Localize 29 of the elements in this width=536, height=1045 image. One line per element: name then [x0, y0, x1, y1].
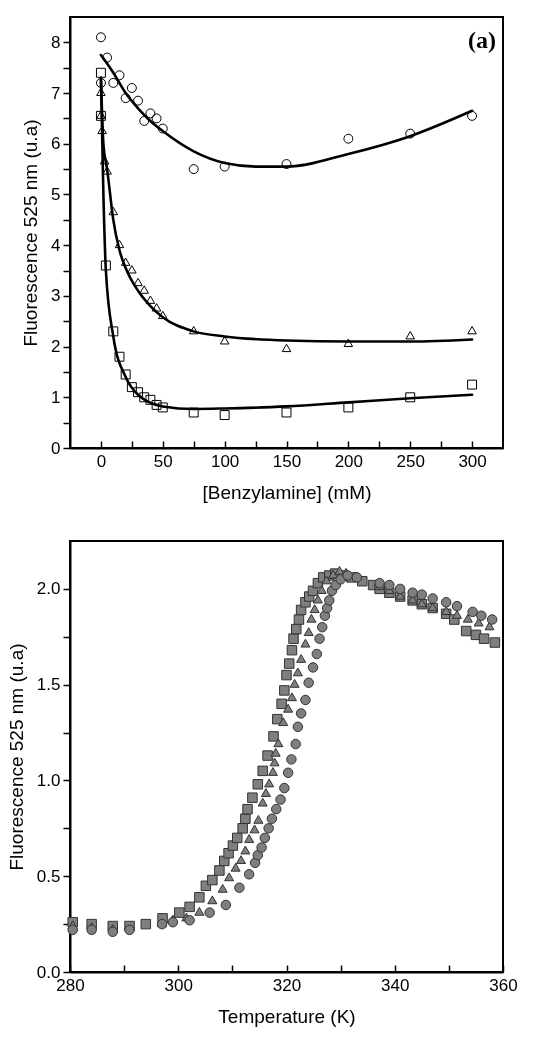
x-tick-label: 150: [272, 451, 302, 471]
y-tick-label: 0.5: [36, 866, 61, 886]
x-tick-label: 300: [458, 451, 487, 471]
x-axis-title: [Benzylamine] (mM): [202, 481, 372, 503]
y-tick-label: 5: [51, 184, 61, 204]
y-tick-label: 3: [51, 286, 61, 306]
y-tick-label: 2: [51, 337, 61, 357]
x-tick-label: 250: [396, 451, 425, 471]
x-tick-label: 300: [164, 975, 193, 995]
y-tick-label: 1.0: [36, 770, 61, 790]
y-tick-label: 6: [51, 134, 61, 154]
x-tick-label: 50: [153, 451, 173, 471]
x-tick-label: 100: [210, 451, 240, 471]
y-tick-label: 0: [51, 438, 61, 458]
y-tick-label: 1: [51, 387, 61, 407]
y-tick-label: 1.5: [36, 675, 61, 695]
x-tick-label: 360: [489, 975, 518, 995]
x-tick-label: 200: [334, 451, 364, 471]
annotation: (a): [468, 27, 496, 53]
x-tick-label: 0: [96, 451, 107, 471]
y-tick-label: 8: [51, 32, 61, 52]
x-tick-label: 340: [381, 975, 410, 995]
y-axis-title: Fluorescence 525 nm (u.a): [5, 643, 27, 871]
y-tick-label: 2.0: [36, 579, 61, 599]
x-tick-label: 320: [272, 975, 302, 995]
x-axis-title: Temperature (K): [218, 1005, 356, 1027]
y-tick-label: 7: [51, 83, 61, 103]
y-axis-title: Fluorescence 525 nm (u.a): [20, 119, 42, 347]
y-tick-label: 4: [51, 235, 61, 255]
